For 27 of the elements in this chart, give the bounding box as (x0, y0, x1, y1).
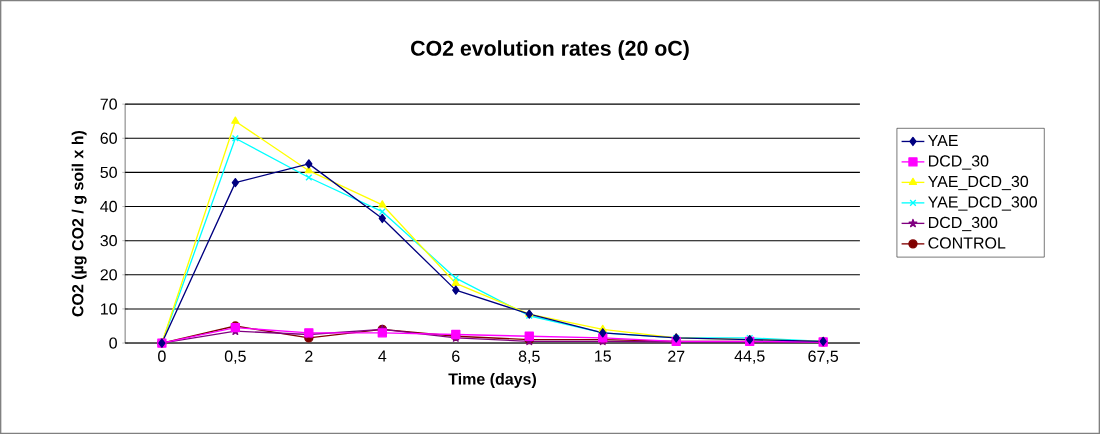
legend-label: DCD_30 (928, 155, 989, 170)
x-tick-label: 0,5 (224, 350, 246, 364)
x-tick-label: 15 (595, 350, 611, 362)
x-tick-label: 4 (378, 350, 387, 362)
x-tick-label: 27 (668, 350, 685, 362)
legend-label: CONTROL (928, 237, 1006, 249)
legend-label: YAE_DCD_30 (928, 175, 1029, 191)
y-tick-label: 20 (100, 269, 117, 281)
y-tick-label: 50 (100, 166, 117, 178)
y-tick-label: 10 (101, 303, 117, 315)
legend-label: DCD_300 (928, 216, 998, 232)
x-tick-label: 44,5 (734, 350, 765, 364)
x-tick-label: 2 (305, 350, 313, 362)
legend-label: YAE (928, 134, 958, 146)
y-tick-label: 60 (100, 132, 117, 144)
y-tick-label: 40 (100, 200, 117, 213)
x-tick-label: 6 (452, 350, 460, 362)
x-axis-title: Time (days) (448, 372, 537, 388)
y-tick-label: 70 (100, 98, 117, 110)
chart-title: CO2 evolution rates (20 oC) (411, 40, 689, 60)
x-tick-label: 0 (158, 350, 166, 362)
y-tick-label: 30 (100, 234, 117, 247)
x-tick-label: 67,5 (808, 350, 839, 364)
y-axis-title: CO2 (µg CO2 / g soil x h) (71, 130, 87, 317)
y-tick-label: 0 (109, 337, 117, 349)
legend-label: YAE_DCD_300 (928, 196, 1037, 211)
x-tick-label: 8,5 (518, 350, 540, 364)
